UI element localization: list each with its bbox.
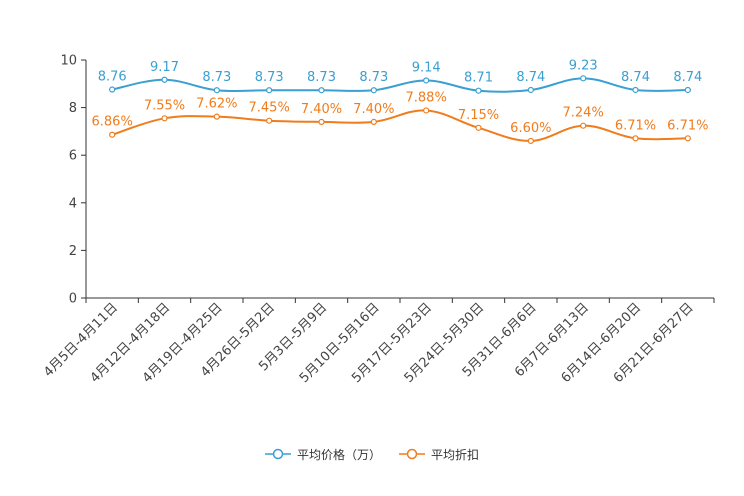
data-label: 7.45% bbox=[249, 101, 290, 116]
data-point[interactable] bbox=[632, 135, 639, 142]
data-point[interactable] bbox=[475, 124, 482, 131]
legend-price-swatch-icon bbox=[264, 448, 291, 460]
legend: 平均价格（万） 平均折扣 bbox=[0, 444, 744, 464]
y-tick-label: 2 bbox=[69, 244, 77, 259]
data-point[interactable] bbox=[684, 86, 691, 94]
y-tick-label: 4 bbox=[69, 196, 77, 211]
data-point[interactable] bbox=[423, 77, 430, 84]
data-point[interactable] bbox=[109, 131, 116, 138]
data-point[interactable] bbox=[213, 113, 220, 120]
data-label: 7.15% bbox=[458, 108, 499, 123]
data-label: 6.60% bbox=[510, 121, 551, 136]
line-chart: 02468104月5日-4月11日4月12日-4月18日4月19日-4月25日4… bbox=[41, 54, 715, 386]
data-label: 8.73 bbox=[359, 70, 388, 85]
data-label: 7.40% bbox=[301, 102, 342, 117]
data-label: 8.74 bbox=[673, 70, 702, 85]
series-lines bbox=[109, 75, 691, 145]
data-point[interactable] bbox=[632, 86, 639, 94]
data-label: 8.73 bbox=[202, 70, 231, 85]
data-labels: 8.76 9.17 8.73 8.73 8.73 8.73 9.14 8.71 8.74 9.23… bbox=[92, 58, 709, 136]
y-tick-label: 10 bbox=[60, 54, 77, 69]
data-label: 9.14 bbox=[412, 60, 441, 75]
data-point[interactable] bbox=[580, 75, 587, 82]
data-label: 8.74 bbox=[516, 70, 545, 85]
data-label: 7.88% bbox=[406, 90, 447, 105]
legend-item-discount[interactable]: 平均折扣 bbox=[399, 446, 479, 463]
series-line-1 bbox=[111, 109, 688, 142]
data-point[interactable] bbox=[580, 122, 587, 129]
legend-discount-swatch-icon bbox=[399, 448, 425, 460]
data-point[interactable] bbox=[318, 87, 325, 94]
data-point[interactable] bbox=[423, 107, 430, 114]
y-tick-label: 8 bbox=[69, 101, 77, 116]
data-point[interactable] bbox=[684, 135, 691, 142]
data-label: 8.71 bbox=[464, 71, 493, 86]
data-label: 6.71% bbox=[615, 118, 656, 133]
data-point[interactable] bbox=[527, 137, 534, 145]
data-point[interactable] bbox=[318, 118, 325, 125]
data-point[interactable] bbox=[109, 86, 116, 93]
data-label: 8.73 bbox=[307, 70, 336, 85]
data-label: 9.17 bbox=[150, 60, 179, 75]
series-line-0 bbox=[111, 77, 688, 93]
data-point[interactable] bbox=[161, 76, 168, 83]
legend-item-price[interactable]: 平均价格（万） bbox=[264, 446, 381, 463]
data-label: 7.24% bbox=[563, 106, 604, 121]
data-point[interactable] bbox=[266, 87, 273, 94]
data-label: 6.71% bbox=[667, 118, 708, 133]
data-label: 7.40% bbox=[353, 102, 394, 117]
y-tick-label: 0 bbox=[69, 292, 77, 307]
data-point[interactable] bbox=[370, 87, 377, 94]
legend-discount-label: 平均折扣 bbox=[431, 447, 480, 462]
data-point[interactable] bbox=[527, 86, 534, 94]
legend-price-label: 平均价格（万） bbox=[296, 447, 381, 462]
y-tick-label: 6 bbox=[69, 149, 77, 164]
data-label: 7.62% bbox=[196, 97, 237, 112]
data-point[interactable] bbox=[370, 118, 377, 125]
data-label: 8.76 bbox=[98, 70, 127, 85]
data-point[interactable] bbox=[213, 87, 220, 94]
data-label: 7.55% bbox=[144, 98, 185, 113]
data-label: 9.23 bbox=[569, 58, 598, 73]
data-label: 6.86% bbox=[92, 115, 133, 130]
data-point[interactable] bbox=[266, 117, 273, 124]
data-label: 8.74 bbox=[621, 70, 650, 85]
data-label: 8.73 bbox=[255, 70, 284, 85]
data-point[interactable] bbox=[475, 87, 482, 94]
data-point[interactable] bbox=[161, 115, 168, 122]
